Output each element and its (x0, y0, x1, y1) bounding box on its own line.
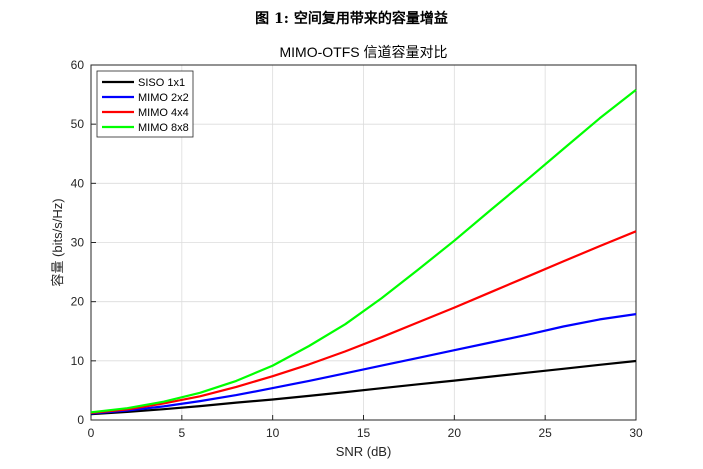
x-tick-label: 0 (88, 426, 95, 440)
chart-title: MIMO-OTFS 信道容量对比 (280, 44, 448, 60)
x-tick-label: 5 (178, 426, 185, 440)
series-line-mimo-2x2 (90, 313, 637, 415)
legend: SISO 1x1 MIMO 2x2 MIMO 4x4 MIMO 8x8 (96, 70, 194, 138)
legend-label: MIMO 4x4 (138, 107, 189, 119)
series-line-siso-1x1 (90, 359, 637, 416)
legend-label: MIMO 8x8 (138, 122, 189, 134)
y-tick-label: 30 (71, 236, 85, 250)
x-tick-label: 10 (266, 426, 280, 440)
series-line-mimo-8x8 (90, 89, 637, 414)
legend-label: MIMO 2x2 (138, 92, 189, 104)
x-axis-label: SNR (dB) (336, 444, 392, 459)
series-line-mimo-4x4 (90, 230, 637, 414)
y-tick-label: 0 (77, 413, 84, 427)
x-tick-label: 30 (629, 426, 643, 440)
figure-caption: 图 1: 空间复用带来的容量增益 (255, 11, 448, 27)
x-tick-label: 25 (538, 426, 552, 440)
x-tick-label: 15 (357, 426, 371, 440)
x-tick-label: 20 (448, 426, 462, 440)
y-tick-label: 50 (71, 117, 85, 131)
y-tick-label: 40 (71, 176, 85, 190)
legend-label: SISO 1x1 (138, 77, 185, 89)
axis-ticks: 0 5 10 15 20 25 30 0 10 20 30 40 50 60 (71, 58, 643, 440)
y-tick-label: 20 (71, 295, 85, 309)
y-axis-label: 容量 (bits/s/Hz) (50, 198, 65, 286)
y-tick-label: 10 (71, 354, 85, 368)
series-lines (90, 89, 637, 416)
y-tick-label: 60 (71, 58, 85, 72)
